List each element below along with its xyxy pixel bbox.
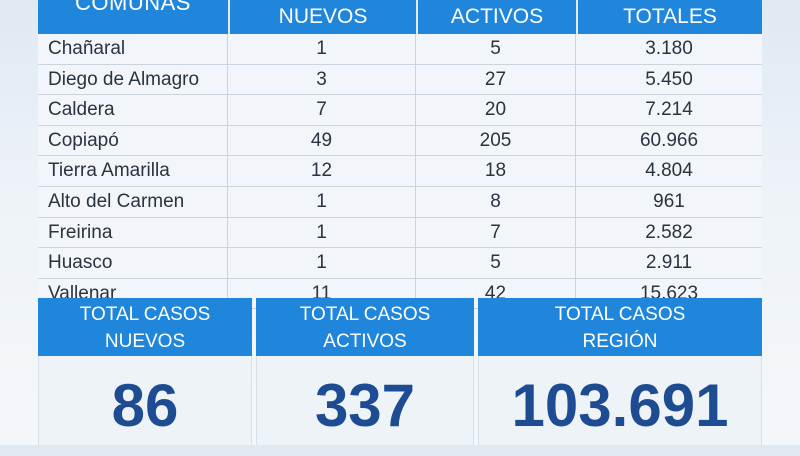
nuevos-cell: 49: [228, 125, 416, 156]
totales-cell: 2.582: [645, 221, 693, 243]
activos-cell: 27: [416, 64, 576, 95]
comuna-cell: Huasco: [38, 248, 228, 278]
total-nuevos-label-line1: TOTAL CASOS: [79, 304, 211, 325]
activos-cell: 5: [416, 248, 576, 278]
table-row: Freirina 1 7 2.582: [38, 217, 762, 249]
activos-cell: 5: [416, 34, 576, 64]
activos-cell: 205: [416, 125, 576, 156]
totales-cell: 2.911: [645, 252, 693, 274]
totales-cell: 4.804: [645, 160, 693, 182]
nuevos-cell: 3: [228, 64, 416, 95]
total-activos-label-line1: TOTAL CASOS: [299, 304, 431, 325]
nuevos-cell: 12: [228, 156, 416, 186]
total-region-value: 103.691: [478, 356, 762, 445]
comuna-cell: Copiapó: [38, 125, 228, 156]
totals-section: TOTAL CASOS NUEVOS 86 TOTAL CASOS ACTIVO…: [38, 298, 762, 445]
header-activos: ACTIVOS: [418, 0, 576, 34]
header-comunas: COMUNAS: [38, 0, 228, 34]
total-region-block: TOTAL CASOS REGIÓN 103.691: [478, 298, 762, 445]
totales-cell: 60.966: [639, 129, 699, 151]
total-region-label: TOTAL CASOS REGIÓN: [478, 298, 762, 356]
comuna-cell: Diego de Almagro: [38, 64, 228, 95]
comuna-cell: Chañaral: [38, 34, 228, 64]
nuevos-cell: 1: [228, 217, 416, 248]
total-region-label-line2: REGIÓN: [582, 331, 658, 352]
activos-cell: 7: [416, 217, 576, 248]
comuna-cell: Caldera: [38, 95, 228, 125]
table-row: Huasco 1 5 2.911: [38, 248, 762, 279]
comuna-cell: Tierra Amarilla: [38, 156, 228, 186]
covid-cases-table: COMUNAS NUEVOS ACTIVOS TOTALES Chañaral …: [38, 0, 762, 445]
activos-cell: 20: [416, 95, 576, 125]
nuevos-cell: 1: [228, 34, 416, 64]
comuna-cell: Freirina: [38, 217, 228, 248]
total-nuevos-label-line2: NUEVOS: [104, 331, 186, 352]
header-nuevos: NUEVOS: [230, 0, 416, 34]
table-row: Diego de Almagro 3 27 5.450: [38, 64, 762, 96]
activos-cell: 18: [416, 156, 576, 186]
nuevos-cell: 7: [228, 95, 416, 125]
totales-cell: 3.180: [645, 38, 693, 59]
total-region-label-line1: TOTAL CASOS: [554, 304, 686, 325]
nuevos-cell: 1: [228, 248, 416, 278]
table-row: Alto del Carmen 1 8 961: [38, 186, 762, 218]
totales-cell: 5.450: [645, 68, 693, 90]
total-activos-value: 337: [256, 356, 474, 445]
table-row: Tierra Amarilla 12 18 4.804: [38, 156, 762, 187]
total-activos-block: TOTAL CASOS ACTIVOS 337: [256, 298, 474, 445]
table-row: Caldera 7 20 7.214: [38, 95, 762, 126]
total-activos-label-line2: ACTIVOS: [323, 331, 407, 352]
table-row: Chañaral 1 5 3.180: [38, 34, 762, 65]
total-nuevos-value: 86: [38, 356, 252, 445]
activos-cell: 8: [416, 186, 576, 217]
totales-cell: 961: [653, 190, 685, 212]
total-activos-label: TOTAL CASOS ACTIVOS: [256, 298, 474, 356]
total-nuevos-label: TOTAL CASOS NUEVOS: [38, 298, 252, 356]
header-totales: TOTALES: [578, 0, 762, 34]
nuevos-cell: 1: [228, 186, 416, 217]
table-header: COMUNAS NUEVOS ACTIVOS TOTALES: [38, 0, 762, 34]
comuna-cell: Alto del Carmen: [38, 186, 228, 217]
table-row: Copiapó 49 205 60.966: [38, 125, 762, 157]
totales-cell: 7.214: [645, 99, 693, 121]
table-body: Chañaral 1 5 3.180 Diego de Almagro 3 27…: [38, 34, 762, 310]
total-nuevos-block: TOTAL CASOS NUEVOS 86: [38, 298, 252, 445]
